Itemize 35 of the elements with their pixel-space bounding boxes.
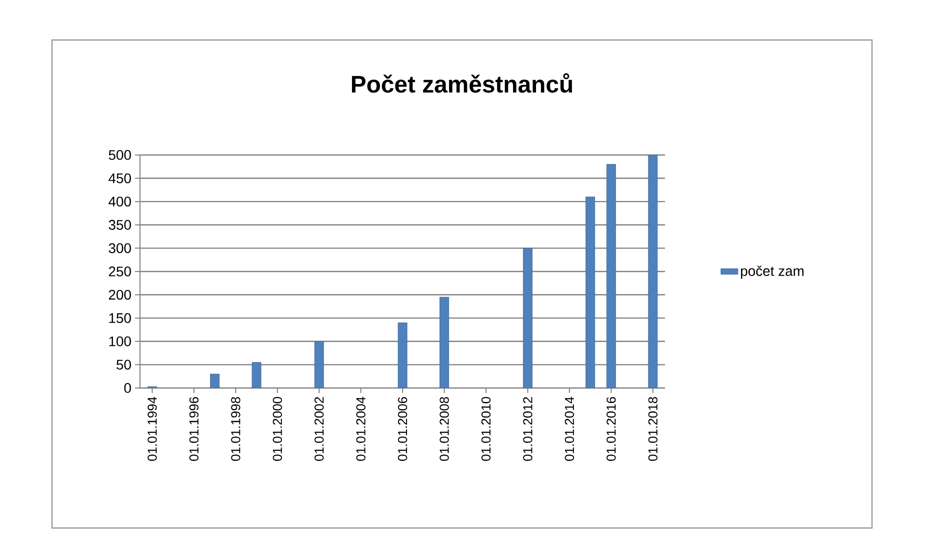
y-tick-label: 0 — [124, 383, 131, 393]
x-tick-label: 01.01.1996 — [189, 397, 199, 461]
x-tick-label: 01.01.2006 — [398, 397, 408, 461]
bar — [606, 164, 616, 388]
y-tick-label: 450 — [108, 173, 131, 184]
bar — [523, 248, 532, 388]
x-tick-label: 01.01.2016 — [606, 397, 616, 461]
x-tick-label: 01.01.1994 — [148, 396, 157, 461]
x-tick-label: 01.01.2012 — [523, 397, 532, 461]
bar — [648, 154, 658, 388]
bar — [440, 296, 449, 388]
bar — [398, 322, 408, 388]
y-tick-label: 50 — [116, 360, 131, 370]
chart-title: Počet zaměstnanců — [352, 73, 572, 93]
x-tick-label: 01.01.2002 — [314, 397, 324, 461]
x-tick-label: 01.01.2014 — [564, 396, 574, 461]
y-tick-label: 300 — [108, 243, 131, 254]
x-tick-label: 01.01.2008 — [440, 397, 449, 461]
y-tick-label: 250 — [108, 266, 131, 276]
y-tick-label: 500 — [108, 150, 131, 160]
x-tick-label: 01.01.2004 — [356, 396, 366, 461]
legend-label: počet zam — [741, 266, 804, 279]
bar — [252, 362, 262, 388]
bar — [210, 374, 220, 388]
x-tick-label: 01.01.2010 — [481, 397, 491, 461]
x-tick-label: 01.01.2018 — [648, 397, 658, 461]
x-tick-label: 01.01.2000 — [272, 397, 282, 461]
bar — [314, 341, 324, 388]
x-tick-label: 01.01.1998 — [231, 397, 240, 461]
y-tick-label: 200 — [108, 290, 131, 300]
bar — [586, 196, 596, 388]
y-tick-label: 100 — [109, 336, 131, 346]
y-tick-label: 350 — [108, 220, 131, 230]
y-tick-label: 150 — [109, 313, 131, 324]
y-tick-label: 400 — [108, 196, 131, 207]
